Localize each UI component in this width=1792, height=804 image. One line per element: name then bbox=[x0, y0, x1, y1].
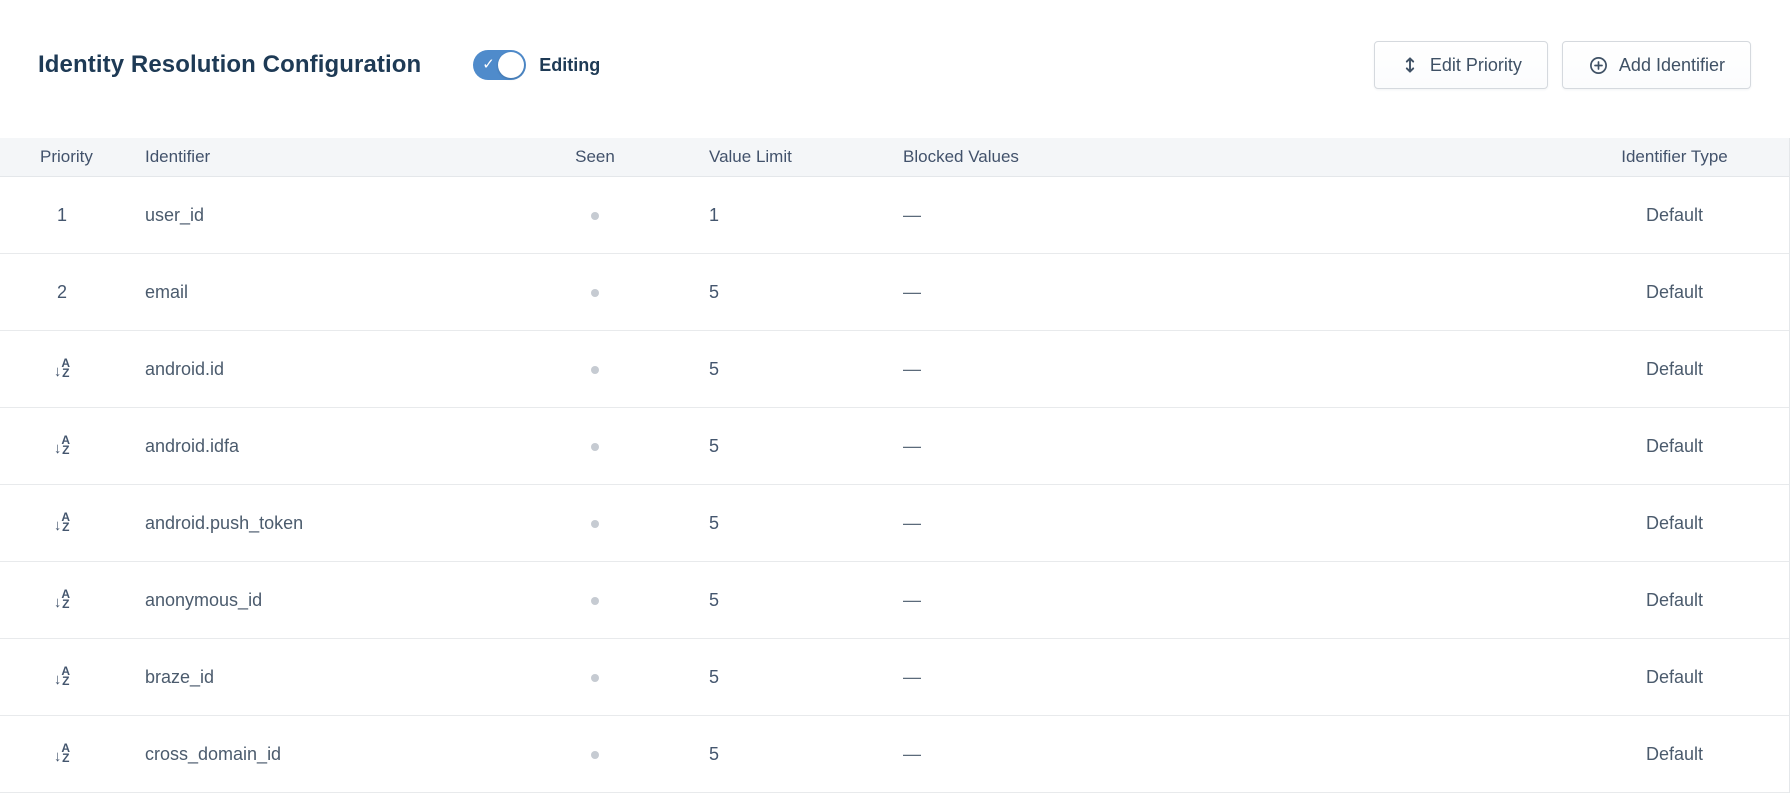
topbar: Identity Resolution Configuration ✓ Edit… bbox=[0, 0, 1792, 138]
priority-cell: 2 bbox=[0, 282, 124, 303]
editing-toggle[interactable]: ✓ bbox=[473, 50, 527, 80]
editing-toggle-label: Editing bbox=[539, 54, 601, 75]
priority-value: 1 bbox=[56, 204, 67, 225]
sort-alphabetical-icon: ↓ A Z bbox=[53, 509, 71, 534]
identifier-cell: android.id bbox=[145, 358, 225, 379]
seen-cell bbox=[550, 205, 640, 226]
table-row: 1 user_id 1 — Default bbox=[0, 177, 1789, 254]
add-identifier-button[interactable]: Add Identifier bbox=[1561, 41, 1751, 89]
blocked-values-cell: — bbox=[903, 589, 921, 610]
blocked-values-cell: — bbox=[903, 666, 921, 687]
seen-cell bbox=[550, 513, 640, 534]
edit-priority-label: Edit Priority bbox=[1429, 54, 1522, 75]
priority-cell: ↓ A Z bbox=[0, 355, 124, 381]
table-row: 2 email 5 — Default bbox=[0, 254, 1789, 331]
blocked-values-cell: — bbox=[903, 435, 921, 456]
table-row: ↓ A Z android.idfa 5 — Default bbox=[0, 408, 1789, 485]
seen-dot-indicator bbox=[591, 442, 599, 451]
sort-alphabetical-icon: ↓ A Z bbox=[53, 432, 71, 457]
identifier-type-cell: Default bbox=[1645, 435, 1704, 456]
blocked-values-cell: — bbox=[903, 281, 921, 302]
seen-cell bbox=[550, 667, 640, 688]
identifier-type-cell: Default bbox=[1645, 358, 1704, 379]
identifier-type-cell: Default bbox=[1645, 743, 1704, 764]
blocked-values-cell: — bbox=[903, 512, 921, 533]
seen-cell bbox=[550, 359, 640, 380]
seen-cell bbox=[550, 282, 640, 303]
priority-cell: ↓ A Z bbox=[0, 586, 124, 612]
column-header-value-limit: Value Limit bbox=[709, 147, 792, 166]
value-limit-cell: 5 bbox=[709, 281, 720, 302]
sort-alphabetical-icon: ↓ A Z bbox=[53, 740, 71, 765]
add-identifier-label: Add Identifier bbox=[1618, 54, 1725, 75]
identifier-type-cell: Default bbox=[1645, 281, 1704, 302]
priority-cell: 1 bbox=[0, 205, 124, 226]
priority-cell: ↓ A Z bbox=[0, 432, 124, 458]
identifier-cell: anonymous_id bbox=[145, 589, 263, 610]
blocked-values-cell: — bbox=[903, 358, 921, 379]
blocked-values-cell: — bbox=[903, 204, 921, 225]
value-limit-cell: 5 bbox=[709, 666, 720, 687]
priority-cell: ↓ A Z bbox=[0, 663, 124, 689]
seen-dot-indicator bbox=[591, 750, 599, 759]
column-header-seen: Seen bbox=[575, 147, 615, 166]
identifier-type-cell: Default bbox=[1645, 666, 1704, 687]
value-limit-cell: 5 bbox=[709, 589, 720, 610]
column-header-priority: Priority bbox=[40, 147, 93, 166]
table-row: ↓ A Z android.id 5 — Default bbox=[0, 331, 1789, 408]
identifier-cell: user_id bbox=[145, 204, 205, 225]
sort-alphabetical-icon: ↓ A Z bbox=[53, 355, 71, 380]
identifier-cell: braze_id bbox=[145, 666, 215, 687]
priority-cell: ↓ A Z bbox=[0, 740, 124, 766]
page-title: Identity Resolution Configuration bbox=[38, 51, 422, 78]
identifier-type-cell: Default bbox=[1645, 512, 1704, 533]
identifier-cell: email bbox=[145, 281, 189, 302]
table-row: ↓ A Z braze_id 5 — Default bbox=[0, 639, 1789, 716]
seen-dot-indicator bbox=[591, 673, 599, 682]
seen-dot-indicator bbox=[591, 596, 599, 605]
check-icon: ✓ bbox=[482, 56, 495, 74]
identifier-type-cell: Default bbox=[1645, 589, 1704, 610]
identifier-type-cell: Default bbox=[1645, 204, 1704, 225]
identifier-cell: android.idfa bbox=[145, 435, 240, 456]
table-row: ↓ A Z android.push_token 5 — Default bbox=[0, 485, 1789, 562]
sort-alphabetical-icon: ↓ A Z bbox=[53, 663, 71, 688]
sort-alphabetical-icon: ↓ A Z bbox=[53, 586, 71, 611]
priority-cell: ↓ A Z bbox=[0, 509, 124, 535]
identifiers-table: Priority Identifier Seen Value Limit Blo… bbox=[0, 138, 1790, 793]
up-down-arrow-icon bbox=[1400, 55, 1420, 75]
table-body: 1 user_id 1 — Default 2 email 5 — Default ↓ A Z andro… bbox=[0, 177, 1789, 793]
seen-cell bbox=[550, 744, 640, 765]
table-row: ↓ A Z cross_domain_id 5 — Default bbox=[0, 716, 1789, 793]
toggle-knob bbox=[498, 52, 525, 78]
table-row: ↓ A Z anonymous_id 5 — Default bbox=[0, 562, 1789, 639]
blocked-values-cell: — bbox=[903, 743, 921, 764]
column-header-identifier: Identifier bbox=[145, 147, 211, 166]
column-header-identifier-type: Identifier Type bbox=[1621, 147, 1728, 166]
value-limit-cell: 5 bbox=[709, 435, 720, 456]
column-header-blocked-values: Blocked Values bbox=[903, 147, 1019, 166]
value-limit-cell: 1 bbox=[709, 204, 720, 225]
table-header-row: Priority Identifier Seen Value Limit Blo… bbox=[0, 138, 1789, 177]
seen-dot-indicator bbox=[591, 365, 599, 374]
seen-cell bbox=[550, 590, 640, 611]
value-limit-cell: 5 bbox=[709, 743, 720, 764]
priority-value: 2 bbox=[56, 281, 67, 302]
identifier-cell: cross_domain_id bbox=[145, 743, 282, 764]
value-limit-cell: 5 bbox=[709, 512, 720, 533]
seen-dot-indicator bbox=[591, 288, 599, 297]
identifier-cell: android.push_token bbox=[145, 512, 304, 533]
edit-priority-button[interactable]: Edit Priority bbox=[1373, 41, 1548, 89]
plus-circle-icon bbox=[1588, 55, 1609, 76]
seen-dot-indicator bbox=[591, 211, 599, 220]
seen-cell bbox=[550, 436, 640, 457]
value-limit-cell: 5 bbox=[709, 358, 720, 379]
seen-dot-indicator bbox=[591, 519, 599, 528]
